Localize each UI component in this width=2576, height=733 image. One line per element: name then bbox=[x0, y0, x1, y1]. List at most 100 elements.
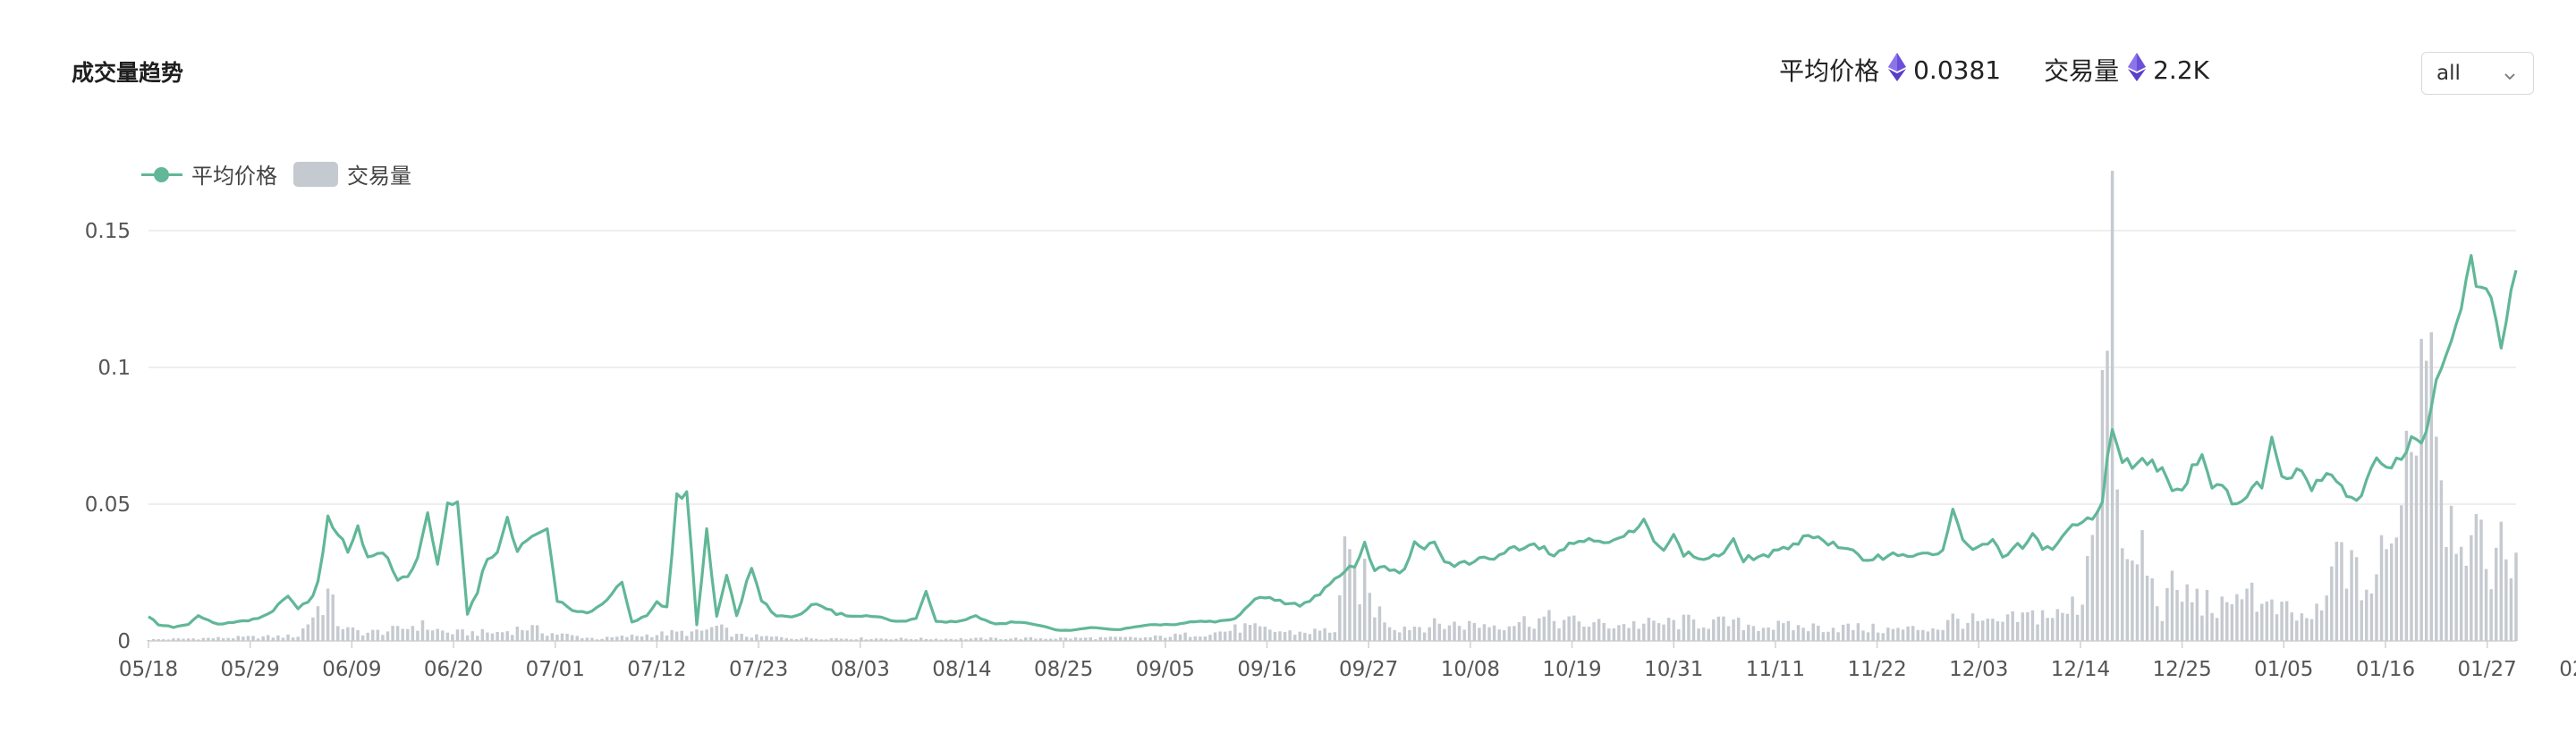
volume-bar bbox=[1073, 636, 1078, 641]
volume-bar bbox=[2205, 589, 2209, 641]
volume-bar bbox=[1722, 616, 1725, 641]
volume-bar bbox=[1921, 629, 1925, 641]
volume-bar bbox=[2071, 596, 2074, 641]
volume-bar bbox=[2410, 451, 2413, 641]
volume-bar bbox=[954, 639, 958, 641]
x-tick-label: 12/25 bbox=[2152, 658, 2211, 681]
volume-bar bbox=[1757, 630, 1760, 641]
volume-bar bbox=[2086, 556, 2089, 641]
x-tick-label: 11/11 bbox=[1746, 658, 1805, 681]
volume-bar bbox=[1118, 636, 1123, 641]
x-tick-label: 05/29 bbox=[221, 658, 280, 681]
volume-bar bbox=[1846, 623, 1850, 641]
volume-bar bbox=[2305, 618, 2309, 641]
volume-bar bbox=[914, 639, 918, 641]
volume-bar bbox=[2270, 599, 2274, 641]
volume-bar bbox=[790, 638, 793, 641]
volume-bar bbox=[1164, 637, 1167, 641]
volume-bar bbox=[800, 638, 803, 641]
volume-bar bbox=[1736, 617, 1741, 641]
volume-bar bbox=[1362, 559, 1367, 641]
volume-bar bbox=[1666, 618, 1671, 641]
volume-bar bbox=[570, 635, 574, 641]
volume-bar bbox=[1044, 638, 1047, 641]
volume-bar bbox=[1517, 621, 1521, 641]
volume-bar bbox=[2344, 588, 2349, 641]
volume-bar bbox=[2080, 604, 2084, 641]
volume-bar bbox=[2435, 436, 2438, 641]
volume-bar bbox=[2504, 559, 2508, 641]
volume-bar bbox=[336, 626, 340, 641]
volume-bar bbox=[999, 639, 1003, 641]
volume-bar bbox=[1592, 622, 1596, 641]
volume-bar bbox=[1876, 632, 1880, 641]
volume-bar bbox=[151, 638, 156, 641]
volume-bar bbox=[655, 635, 659, 641]
volume-bar bbox=[705, 629, 708, 641]
time-range-select[interactable]: all bbox=[2421, 52, 2534, 95]
volume-bar bbox=[1507, 626, 1512, 641]
volume-bar bbox=[1308, 634, 1312, 641]
volume-bar bbox=[1916, 629, 1920, 641]
legend-label: 平均价格 bbox=[191, 164, 277, 189]
x-tick-label: 07/23 bbox=[729, 658, 788, 681]
volume-bar bbox=[1841, 624, 1845, 641]
avg-price-label: 平均价格 bbox=[1779, 56, 1880, 86]
volume-bar bbox=[2250, 582, 2254, 641]
chart-title: 成交量趋势 bbox=[72, 60, 184, 86]
volume-bar bbox=[2389, 543, 2394, 641]
volume-bar bbox=[1697, 628, 1700, 641]
legend-item-volume[interactable]: 交易量 bbox=[293, 158, 411, 190]
volume-bar bbox=[445, 632, 450, 641]
volume-bar bbox=[2150, 577, 2154, 641]
volume-bar bbox=[709, 627, 714, 641]
volume-bar bbox=[1313, 628, 1317, 641]
volume-bar bbox=[759, 636, 764, 641]
volume-bar bbox=[949, 638, 953, 641]
volume-bar bbox=[765, 636, 768, 641]
volume-bar bbox=[775, 636, 778, 641]
volume-bar bbox=[979, 637, 983, 641]
volume-bar bbox=[2220, 596, 2224, 641]
volume-bar bbox=[201, 637, 206, 641]
volume-bar bbox=[1741, 629, 1745, 641]
volume-bar bbox=[1054, 638, 1057, 641]
volume-bar bbox=[1532, 628, 1536, 641]
volume-bar bbox=[2494, 547, 2498, 641]
volume-bar bbox=[1393, 629, 1396, 641]
volume-bar bbox=[2474, 514, 2479, 641]
volume-bar bbox=[1911, 626, 1915, 641]
volume-bar bbox=[1428, 627, 1431, 641]
volume-bar bbox=[1602, 622, 1606, 641]
volume-bar bbox=[480, 628, 485, 641]
volume-bar bbox=[1433, 618, 1436, 641]
volume-bar bbox=[1462, 629, 1466, 641]
legend-item-avg-price[interactable]: 平均价格 bbox=[141, 158, 277, 190]
volume-bar bbox=[1986, 619, 1990, 641]
volume-bar bbox=[819, 639, 824, 641]
volume-bar bbox=[615, 636, 619, 641]
volume-bar bbox=[211, 638, 216, 641]
volume-bar bbox=[251, 636, 255, 641]
volume-bar bbox=[715, 626, 719, 641]
volume-bar bbox=[1199, 636, 1202, 641]
volume-bar bbox=[2290, 612, 2293, 641]
volume-bar bbox=[2445, 546, 2448, 641]
volume-bar bbox=[2075, 614, 2080, 641]
volume-bar bbox=[565, 633, 569, 641]
time-range-value: all bbox=[2436, 62, 2461, 85]
volume-bar bbox=[1497, 629, 1501, 641]
volume-bar bbox=[1377, 606, 1382, 641]
volume-bar bbox=[2484, 569, 2488, 641]
volume-bar bbox=[889, 639, 894, 641]
volume-bar bbox=[1970, 613, 1975, 641]
volume-bar bbox=[1901, 629, 1905, 641]
x-tick-label: 01/27 bbox=[2458, 658, 2517, 681]
volume-bar bbox=[2334, 542, 2339, 641]
volume-bar bbox=[1208, 635, 1212, 641]
volume-bar bbox=[794, 639, 799, 641]
volume-bar bbox=[515, 627, 520, 641]
volume-bar bbox=[1183, 632, 1187, 641]
volume-bar bbox=[590, 637, 594, 641]
volume-bar bbox=[242, 636, 245, 641]
